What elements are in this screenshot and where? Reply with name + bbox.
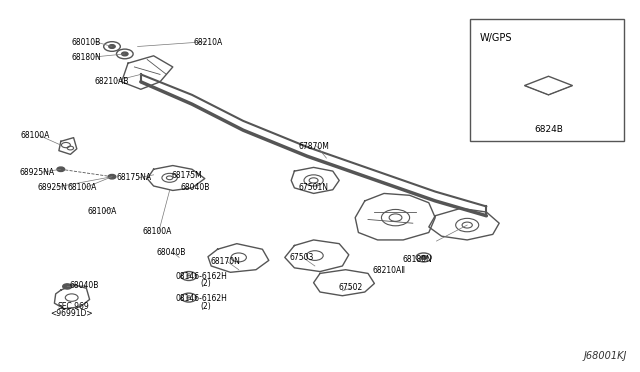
Circle shape xyxy=(57,167,65,171)
Text: 68180N: 68180N xyxy=(72,53,101,62)
Text: 68040B: 68040B xyxy=(157,248,186,257)
Text: 68100A: 68100A xyxy=(67,183,97,192)
Text: 6824B: 6824B xyxy=(534,125,563,134)
Text: ⊕: ⊕ xyxy=(186,273,192,279)
Text: 68010B: 68010B xyxy=(72,38,101,47)
Text: 67503: 67503 xyxy=(290,253,314,262)
Text: W/GPS: W/GPS xyxy=(480,33,513,44)
Circle shape xyxy=(420,256,427,259)
Text: 68180N: 68180N xyxy=(403,255,432,264)
Text: 68925NA: 68925NA xyxy=(20,168,54,177)
Circle shape xyxy=(109,45,115,48)
Text: 68100A: 68100A xyxy=(142,227,172,236)
FancyBboxPatch shape xyxy=(470,19,624,141)
Circle shape xyxy=(63,284,72,289)
Text: (2): (2) xyxy=(201,279,211,288)
Circle shape xyxy=(122,52,128,56)
Text: 67501N: 67501N xyxy=(299,183,328,192)
Text: 68100A: 68100A xyxy=(20,131,50,140)
Text: 68040B: 68040B xyxy=(70,281,99,290)
Text: 68210A: 68210A xyxy=(193,38,223,47)
Text: 68100A: 68100A xyxy=(88,207,117,216)
Text: 68210AⅡ: 68210AⅡ xyxy=(372,266,406,275)
Text: J68001KJ: J68001KJ xyxy=(584,351,627,361)
Text: 67870M: 67870M xyxy=(298,142,329,151)
Text: 68210AB: 68210AB xyxy=(95,77,129,86)
Text: <96991D>: <96991D> xyxy=(51,309,93,318)
Text: 68175NA: 68175NA xyxy=(117,173,152,182)
Text: 08146-6162H: 08146-6162H xyxy=(175,294,228,303)
Text: 67502: 67502 xyxy=(339,283,363,292)
Text: 08146-6162H: 08146-6162H xyxy=(175,272,228,281)
Text: 68170N: 68170N xyxy=(211,257,240,266)
Circle shape xyxy=(108,174,116,179)
Text: ⊕: ⊕ xyxy=(186,295,192,301)
Text: 68925N: 68925N xyxy=(38,183,67,192)
Text: 68040B: 68040B xyxy=(180,183,210,192)
Text: 68175M: 68175M xyxy=(172,171,202,180)
Text: (2): (2) xyxy=(201,302,211,311)
Text: SEC.969: SEC.969 xyxy=(58,302,90,311)
